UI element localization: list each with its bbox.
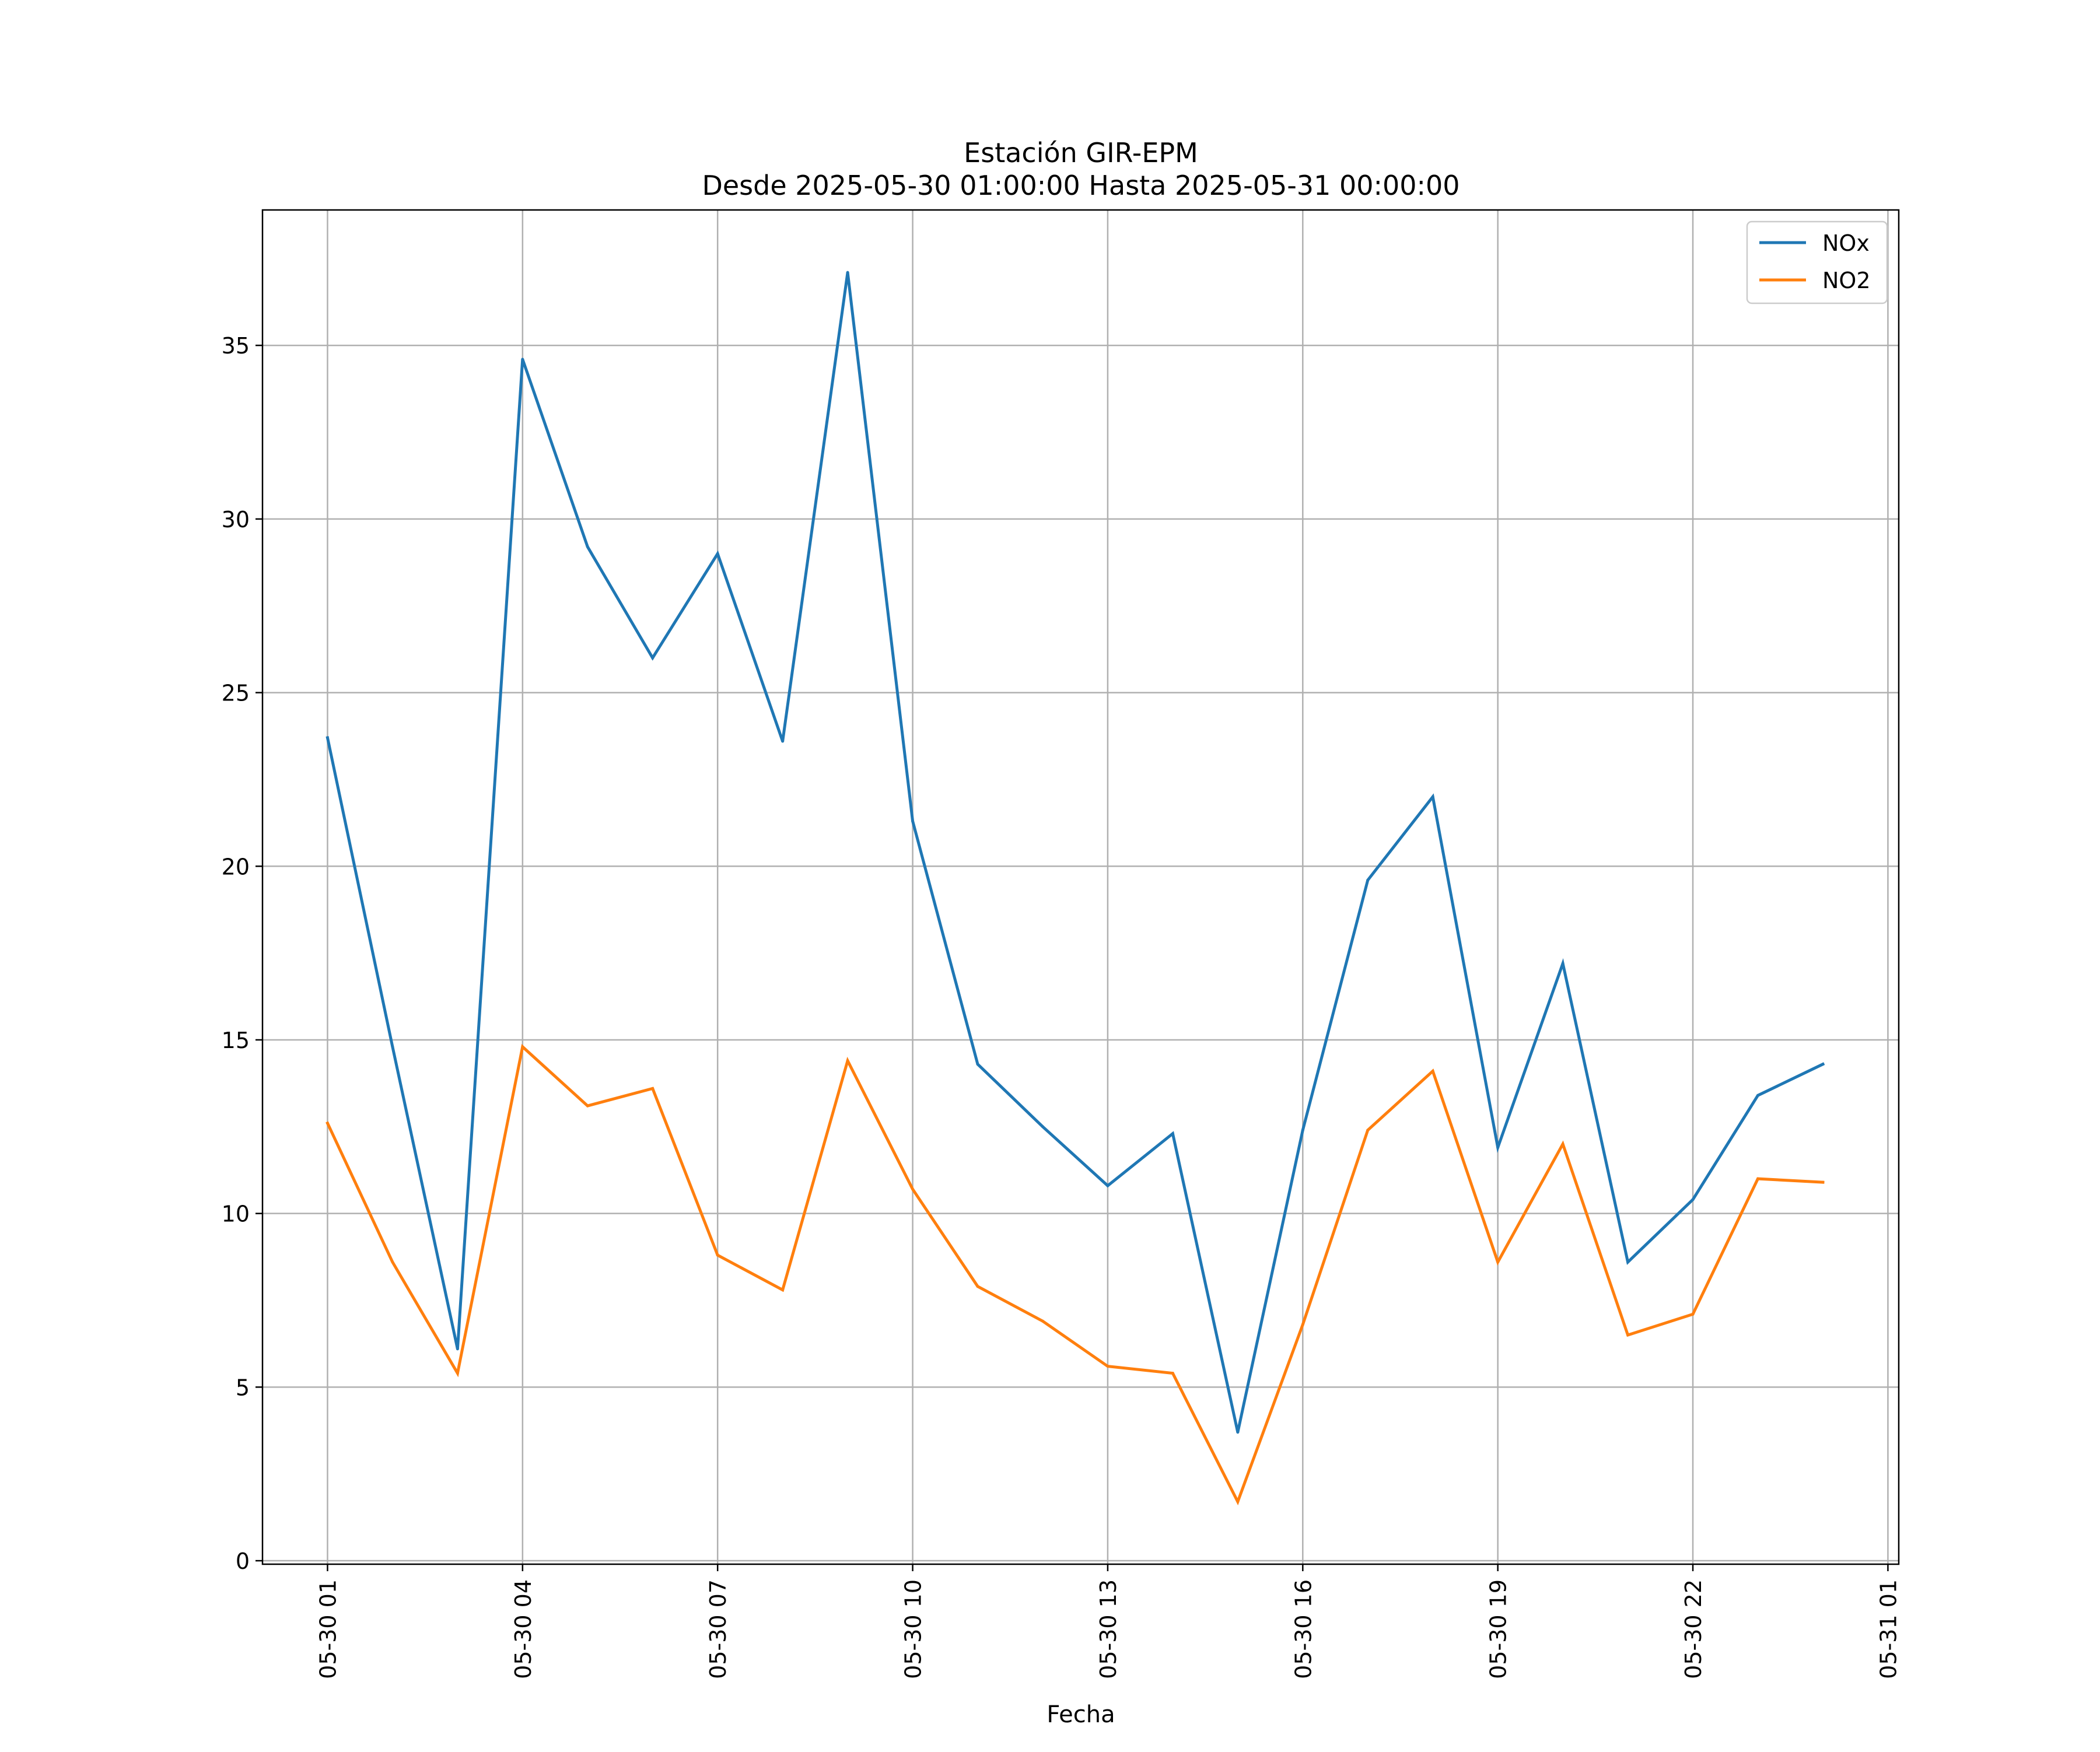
data-point-no2 [1236,1500,1240,1504]
data-point-no2 [1691,1312,1695,1316]
x-tick-label: 05-30 16 [1290,1579,1316,1679]
data-point-nox [1366,878,1370,882]
data-point-no2 [976,1285,979,1288]
data-point-nox [1431,795,1434,798]
data-point-nox [1496,1146,1500,1150]
data-point-no2 [1041,1319,1044,1323]
series-line-nox [326,272,1825,1433]
x-tick-label: 05-30 07 [705,1579,731,1679]
data-point-no2 [1171,1372,1174,1375]
data-point-no2 [1301,1323,1304,1326]
x-axis-label: Fecha [1046,1701,1115,1728]
data-point-no2 [1821,1180,1825,1184]
data-point-nox [1691,1198,1695,1201]
data-point-nox [1626,1260,1630,1264]
y-tick-label: 0 [236,1548,250,1574]
data-point-no2 [716,1253,719,1257]
data-point-nox [391,1045,394,1049]
legend-label-nox: NOx [1822,230,1870,256]
data-point-nox [651,656,654,660]
chart-subtitle: Desde 2025-05-30 01:00:00 Hasta 2025-05-… [702,170,1460,201]
data-point-no2 [1626,1333,1630,1337]
data-point-nox [326,736,329,740]
data-point-nox [1236,1431,1240,1434]
data-point-no2 [1431,1070,1434,1073]
y-tick-label: 10 [222,1201,250,1227]
x-tick-label: 05-30 22 [1681,1579,1706,1679]
data-point-nox [586,545,589,549]
chart-title: Estación GIR-EPM [964,137,1198,169]
x-tick-label: 05-31 01 [1875,1579,1901,1679]
axes: 0 5 10 15 20 25 30 35 05-30 01 05-30 04 05-30 07 05… [222,333,1902,1679]
plot-area-frame [261,209,1900,1565]
series-line-no2 [326,1044,1825,1506]
data-point-no2 [911,1187,915,1191]
data-point-nox [1301,1129,1304,1132]
data-point-no2 [521,1045,524,1049]
data-point-nox [1561,962,1564,965]
y-tick-label: 25 [222,681,250,706]
series-lines [326,271,1825,1506]
data-point-no2 [1561,1143,1564,1146]
y-tick-label: 20 [222,854,250,879]
x-tick-label: 05-30 01 [315,1579,341,1679]
legend-label-no2: NO2 [1822,268,1871,293]
data-point-nox [521,358,524,361]
data-point-nox [976,1063,979,1066]
x-tick-label: 05-30 19 [1486,1579,1511,1679]
y-tick-label: 30 [222,507,250,532]
y-tick-label: 5 [236,1375,250,1400]
data-point-nox [1041,1125,1044,1129]
y-tick-label: 35 [222,333,250,359]
data-point-nox [1821,1063,1825,1066]
y-tick-label: 15 [222,1028,250,1053]
data-point-no2 [391,1260,394,1264]
data-point-no2 [326,1122,329,1125]
data-point-nox [781,740,785,743]
legend: NOx NO2 [1746,220,1888,304]
grid-lines [262,210,1899,1564]
data-point-nox [1756,1094,1760,1097]
data-point-nox [1171,1132,1174,1136]
data-point-nox [716,552,719,555]
data-point-nox [1106,1184,1110,1187]
x-tick-label: 05-30 13 [1096,1579,1121,1679]
data-point-no2 [586,1104,589,1108]
data-point-no2 [651,1087,654,1090]
data-point-nox [456,1347,459,1351]
x-tick-label: 05-30 04 [510,1579,536,1679]
data-point-no2 [1366,1129,1370,1132]
data-point-no2 [1496,1260,1500,1264]
data-point-no2 [1756,1177,1760,1180]
data-point-nox [911,819,915,823]
x-tick-label: 05-30 10 [901,1579,926,1679]
data-point-no2 [456,1372,459,1375]
data-point-no2 [1106,1365,1110,1368]
data-point-no2 [846,1059,849,1063]
data-point-nox [846,271,849,274]
data-point-no2 [781,1288,785,1292]
